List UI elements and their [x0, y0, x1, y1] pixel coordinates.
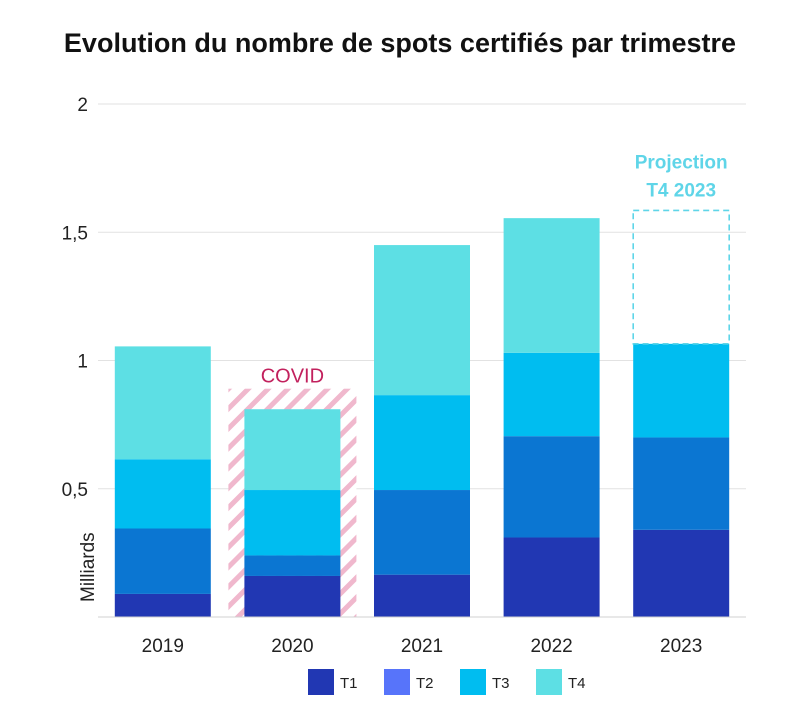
- chart-title: Evolution du nombre de spots certifiés p…: [63, 28, 737, 58]
- bar-2021-t2: [374, 490, 470, 575]
- y-axis-label: Milliards: [78, 532, 99, 602]
- bar-2020-t4: [244, 409, 341, 491]
- bar-2022-t4: [503, 218, 600, 353]
- x-tick-label: 2020: [271, 636, 313, 657]
- bar-2020-t2: [244, 555, 341, 576]
- y-tick-label: 1,5: [62, 223, 88, 244]
- x-tick-label: 2022: [530, 636, 572, 657]
- x-tick-label: 2021: [401, 636, 443, 657]
- y-tick-label: 2: [77, 95, 88, 116]
- legend-swatch-t3: [460, 669, 486, 695]
- covid-label: COVID: [261, 366, 324, 388]
- projection-box: [632, 209, 731, 345]
- legend-label-t4: T4: [568, 675, 586, 692]
- projection-label: Projection: [635, 152, 728, 173]
- bar-2022-t2: [503, 436, 600, 538]
- bar-2022-t3: [503, 352, 600, 437]
- bar-2021-t3: [374, 395, 470, 491]
- bar-2019-t3: [114, 459, 211, 529]
- legend-label-t2: T2: [416, 675, 434, 692]
- x-tick-label: 2023: [660, 636, 702, 657]
- bar-2020-t3: [244, 490, 341, 556]
- bar-2019-t1: [114, 593, 211, 617]
- legend-label-t1: T1: [340, 675, 358, 692]
- bar-2023-t1: [633, 529, 730, 617]
- bar-2021-t1: [374, 574, 470, 617]
- legend-swatch-t4: [536, 669, 562, 695]
- bar-2019-t4: [114, 346, 211, 460]
- x-tick-label: 2019: [142, 636, 184, 657]
- y-tick-label: 0,5: [62, 480, 88, 501]
- bar-2022-t1: [503, 537, 600, 617]
- legend-swatch-t2: [384, 669, 410, 695]
- bar-2023-t3: [633, 343, 730, 438]
- bar-2021-t4: [374, 245, 470, 396]
- legend-swatch-t1: [308, 669, 334, 695]
- legend-label-t3: T3: [492, 675, 510, 692]
- projection-label-period: T4 2023: [646, 180, 716, 201]
- annotation-overlays: COVID Projection T4 2023: [261, 152, 731, 388]
- y-tick-label: 1: [77, 352, 88, 373]
- legend: T1 T2 T3 T4: [308, 669, 586, 695]
- bar-2023-t2: [633, 437, 730, 530]
- bars: [114, 218, 730, 617]
- bar-2020-t1: [244, 575, 341, 617]
- bar-2019-t2: [114, 528, 211, 594]
- axes: 0,5 1 1,5 2 Milliards 2019 2020 2021 2022 2023: [62, 95, 746, 657]
